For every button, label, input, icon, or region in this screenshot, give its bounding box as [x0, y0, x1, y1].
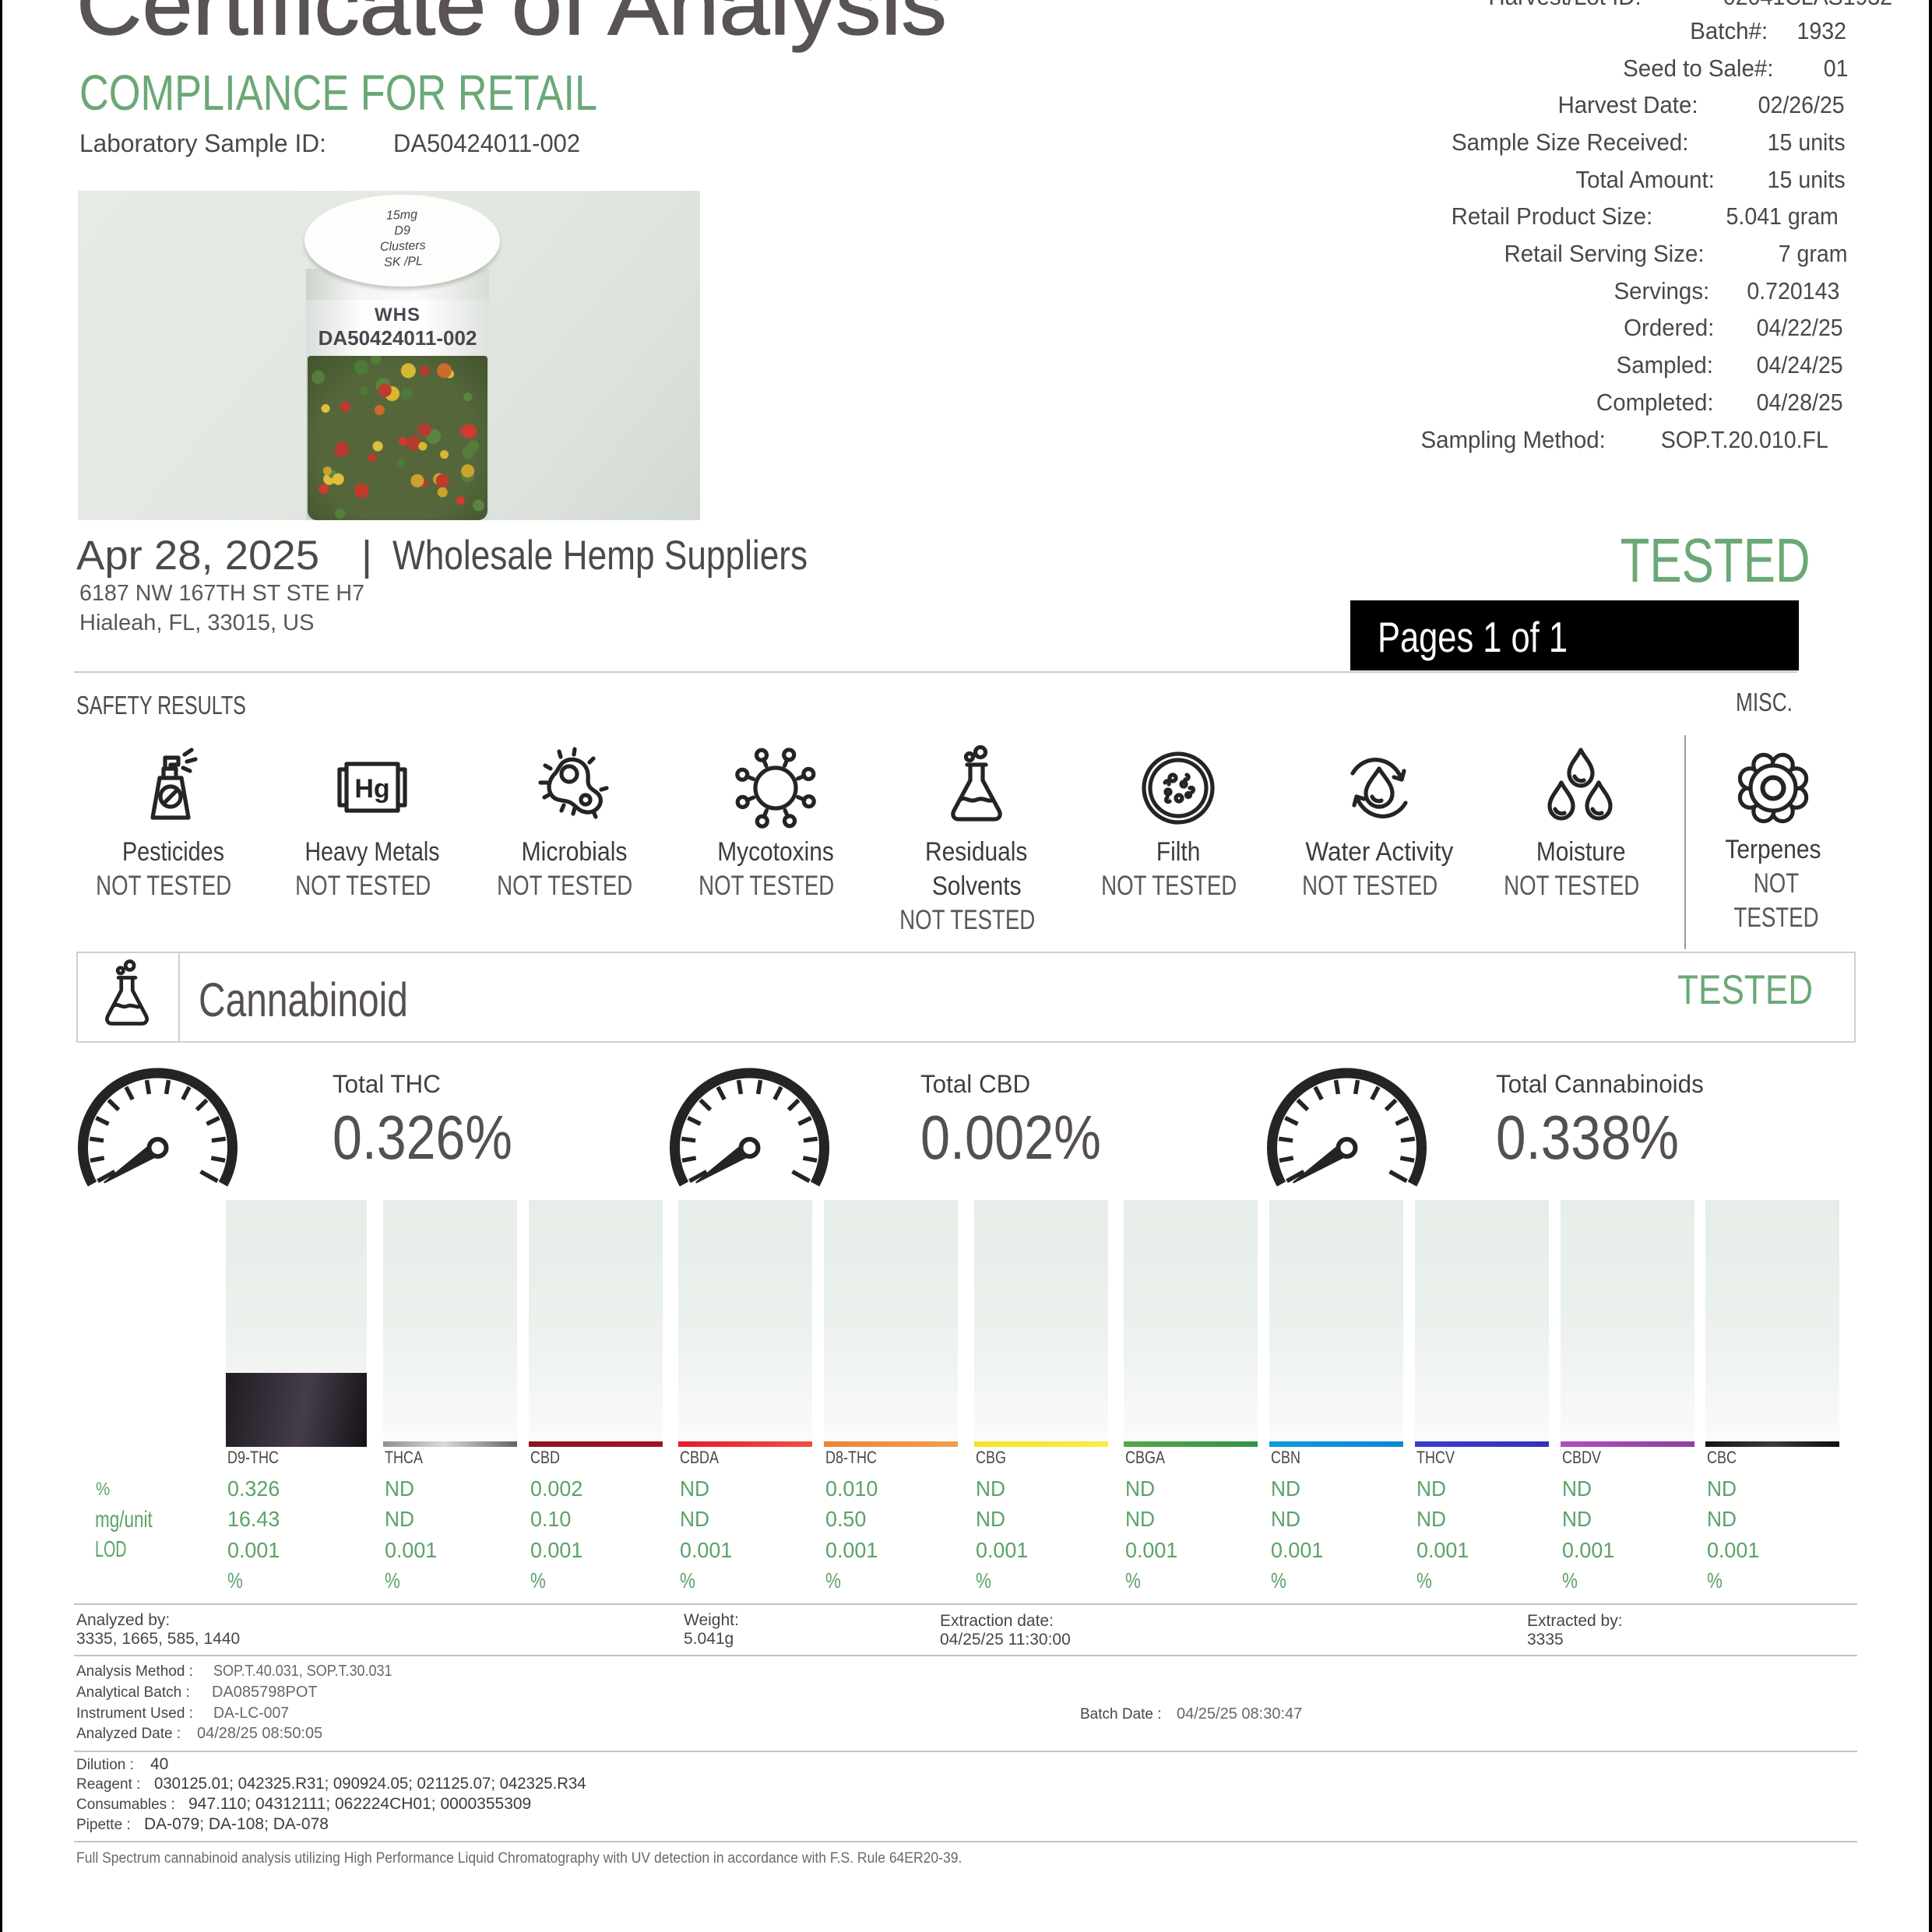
svg-text:Hg: Hg — [354, 774, 389, 804]
